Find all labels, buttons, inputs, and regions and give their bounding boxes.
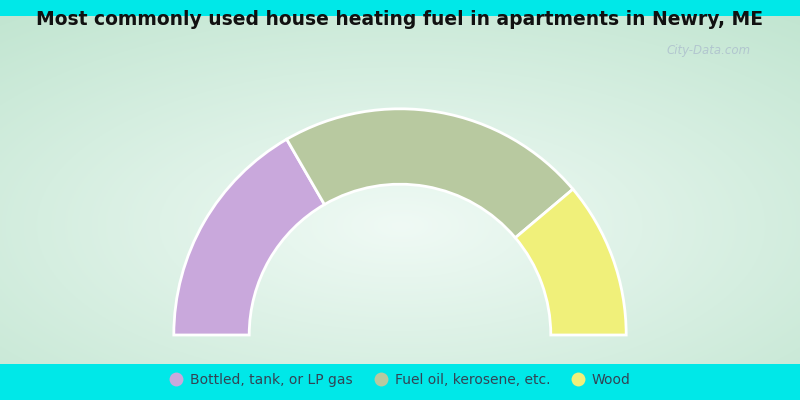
Wedge shape [174, 139, 325, 335]
Legend: Bottled, tank, or LP gas, Fuel oil, kerosene, etc., Wood: Bottled, tank, or LP gas, Fuel oil, kero… [164, 368, 636, 392]
Text: City-Data.com: City-Data.com [666, 44, 751, 57]
Text: Most commonly used house heating fuel in apartments in Newry, ME: Most commonly used house heating fuel in… [37, 10, 763, 29]
Wedge shape [286, 109, 573, 238]
Wedge shape [515, 189, 626, 335]
